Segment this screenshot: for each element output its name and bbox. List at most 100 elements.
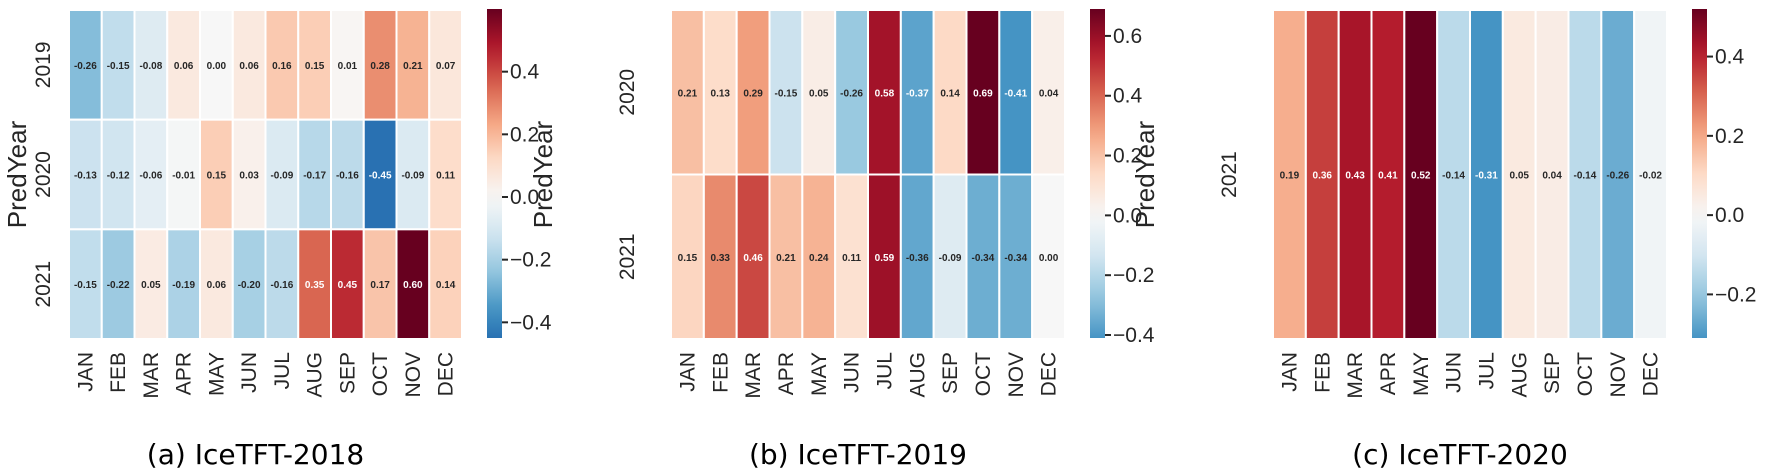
y-tick-label: 2020	[616, 69, 639, 116]
heatmap-cell	[68, 228, 103, 340]
heatmap-cell	[1567, 9, 1603, 340]
cell-value-label: 0.24	[809, 253, 829, 264]
x-tick-label: MAR	[1344, 352, 1367, 399]
cell-value-label: 0.06	[239, 61, 259, 72]
x-tick-label: SEP	[336, 352, 359, 394]
heatmap-cell	[1304, 9, 1340, 340]
x-tick-label: NOV	[1005, 352, 1028, 398]
heatmap-cell	[199, 118, 234, 231]
cell-value-label: 0.60	[403, 280, 423, 291]
x-tick-label: JUL	[271, 352, 294, 389]
cell-value-label: 0.33	[711, 253, 731, 264]
x-tick-label: OCT	[1574, 352, 1597, 397]
x-tick-label: DEC	[1640, 352, 1663, 396]
cell-value-label: 0.43	[1345, 171, 1365, 182]
cell-value-label: -0.26	[74, 61, 97, 72]
cell-value-label: -0.13	[74, 171, 97, 182]
colorbar-tick-label: 0.2	[1715, 125, 1744, 148]
colorbar-tick-label: −0.4	[510, 311, 552, 334]
x-tick-label: JUN	[841, 352, 864, 393]
cell-value-label: -0.08	[139, 61, 162, 72]
heatmap-cell	[297, 9, 332, 121]
heatmap-cell	[395, 228, 431, 340]
cell-value-label: 0.00	[207, 61, 227, 72]
x-tick-label: JUL	[1475, 352, 1498, 389]
heatmap-cell	[1031, 9, 1066, 176]
heatmap-cell	[998, 9, 1034, 176]
cell-value-label: 0.41	[1378, 171, 1398, 182]
heatmap-panel-3: 0.19 0.36 0.43 0.41 0.52 -0.14 -0.31 0.05 0.04 -0…	[1130, 9, 1756, 471]
x-tick-label: AUG	[304, 352, 327, 398]
heatmap-cell	[1600, 9, 1636, 340]
colorbar-tick-label: 0.0	[510, 186, 539, 209]
x-tick-label: OCT	[972, 352, 995, 397]
cell-value-label: 0.15	[207, 171, 227, 182]
y-tick-label: 2021	[1218, 151, 1241, 198]
cell-value-label: -0.26	[840, 88, 863, 99]
cell-value-label: -0.12	[107, 171, 130, 182]
x-tick-label: APR	[173, 352, 196, 395]
cell-value-label: 0.46	[743, 253, 763, 264]
cell-value-label: 0.52	[1411, 171, 1431, 182]
x-tick-label: AUG	[906, 352, 929, 398]
y-axis-label: PredYear	[528, 120, 558, 228]
heatmap-cell	[768, 9, 804, 176]
cell-value-label: 0.14	[436, 280, 456, 291]
heatmap-cell	[428, 9, 463, 121]
cell-value-label: 0.36	[1313, 171, 1333, 182]
panel-caption: (c) IceTFT-2020	[1352, 438, 1568, 471]
cell-value-label: -0.15	[775, 88, 798, 99]
heatmap-cell	[231, 9, 267, 121]
cell-value-label: -0.15	[74, 280, 97, 291]
heatmap-cell	[264, 118, 300, 231]
cell-value-label: 0.00	[1039, 253, 1059, 264]
heatmap-cell	[998, 173, 1034, 340]
heatmap-cell	[428, 118, 463, 231]
x-tick-label: APR	[775, 352, 798, 395]
colorbar-tick-label: −0.2	[1113, 264, 1154, 287]
colorbar-tick-label: 0.0	[1715, 204, 1744, 227]
cell-value-label: -0.26	[1606, 171, 1629, 182]
cell-value-label: -0.09	[939, 253, 962, 264]
cell-value-label: -0.16	[336, 171, 359, 182]
cell-value-label: 0.13	[711, 88, 731, 99]
cell-value-label: 0.04	[1039, 88, 1059, 99]
cell-value-label: -0.45	[369, 171, 392, 182]
cell-value-label: -0.34	[972, 253, 995, 264]
x-tick-label: OCT	[369, 352, 392, 397]
cell-value-label: -0.22	[107, 280, 130, 291]
cell-value-label: -0.41	[1004, 88, 1027, 99]
cell-value-label: 0.35	[305, 280, 325, 291]
panel-caption: (a) IceTFT-2018	[147, 438, 364, 471]
cell-value-label: 0.04	[1542, 171, 1562, 182]
cell-value-label: -0.09	[270, 171, 293, 182]
cell-value-label: 0.17	[370, 280, 390, 291]
cell-value-label: 0.21	[403, 61, 423, 72]
cell-value-label: 0.45	[338, 280, 358, 291]
cell-value-label: 0.07	[436, 61, 456, 72]
cell-value-label: -0.17	[303, 171, 326, 182]
colorbar-tick-label: −0.2	[1715, 283, 1756, 306]
colorbar-tick-label: 0.4	[510, 61, 540, 84]
x-tick-label: MAY	[205, 352, 228, 396]
cell-value-label: -0.36	[906, 253, 929, 264]
cell-value-label: 0.06	[174, 61, 194, 72]
colorbar-tick-label: 0.4	[1113, 85, 1143, 108]
colorbar-tick-label: −0.2	[510, 249, 551, 272]
heatmap-cell	[297, 118, 332, 231]
cell-value-label: 0.11	[842, 253, 861, 264]
colorbar	[1090, 9, 1105, 338]
heatmap-cell	[801, 173, 837, 340]
x-tick-label: DEC	[1038, 352, 1061, 396]
colorbar-tick-label: 0.4	[1715, 46, 1745, 69]
x-tick-label: JUN	[1443, 352, 1466, 393]
y-tick-label: 2021	[32, 261, 55, 308]
x-tick-label: DEC	[435, 352, 458, 396]
cell-value-label: 0.69	[973, 88, 993, 99]
cell-value-label: -0.19	[172, 280, 195, 291]
cell-value-label: -0.06	[139, 171, 162, 182]
heatmap-cell	[362, 228, 398, 340]
heatmap-cell	[428, 228, 463, 340]
cell-value-label: -0.01	[172, 171, 195, 182]
cell-value-label: 0.16	[272, 61, 292, 72]
